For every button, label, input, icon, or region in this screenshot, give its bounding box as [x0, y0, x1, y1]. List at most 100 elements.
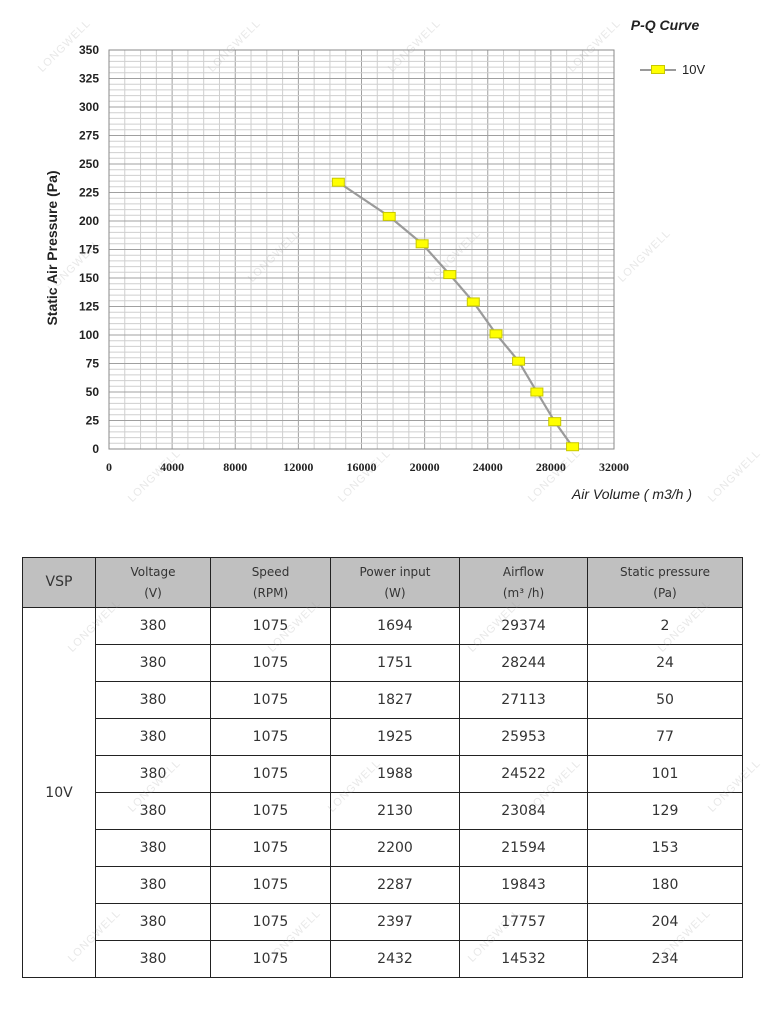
table-cell: 2: [587, 607, 743, 645]
table-cell: 380: [95, 755, 211, 793]
x-tick-label: 24000: [473, 460, 503, 474]
x-tick-label: 32000: [599, 460, 629, 474]
table-cell: 1075: [210, 866, 331, 904]
header-speed-unit: (RPM): [252, 585, 289, 600]
table-row: 380 1075 2200 21594 153: [23, 829, 743, 867]
x-tick-label: 8000: [223, 460, 247, 474]
table-cell: 380: [95, 644, 211, 682]
y-tick-label: 100: [79, 328, 99, 342]
table-row: 380 1075 2130 23084 129: [23, 792, 743, 830]
y-tick-label: 25: [86, 414, 100, 428]
table-cell: 1075: [210, 755, 331, 793]
y-tick-label: 75: [86, 357, 100, 371]
y-tick-label: 325: [79, 72, 99, 86]
y-tick-label: 0: [92, 442, 99, 456]
data-point: [443, 270, 457, 280]
header-voltage: Voltage (V): [95, 557, 211, 608]
chart-plot: 0 25 50 75 100 125 150 175 200 225 250 275 300 325 350…: [79, 43, 629, 474]
table-cell: 23084: [459, 792, 588, 830]
table-cell: 50: [587, 681, 743, 719]
y-tick-label: 300: [79, 100, 99, 114]
x-tick-label: 20000: [410, 460, 440, 474]
header-power-name: Power input: [359, 564, 431, 579]
table-cell: 1075: [210, 829, 331, 867]
table-row: 380 1075 2287 19843 180: [23, 866, 743, 904]
header-vsp: VSP: [22, 557, 96, 608]
x-tick-label: 28000: [536, 460, 566, 474]
data-point: [566, 442, 580, 452]
table-cell: 2287: [330, 866, 460, 904]
data-point: [415, 239, 429, 249]
table-cell: 1694: [330, 607, 460, 645]
table-cell: 77: [587, 718, 743, 756]
table-cell: 380: [95, 829, 211, 867]
x-axis-label: Air Volume ( m3/h ): [571, 486, 692, 502]
y-tick-label: 150: [79, 271, 99, 285]
table-cell: 1827: [330, 681, 460, 719]
table-cell: 1075: [210, 940, 331, 978]
data-point: [530, 387, 544, 397]
table-row: 380 1075 2397 17757 204: [23, 903, 743, 941]
legend-marker: [651, 65, 665, 74]
table-cell: 2130: [330, 792, 460, 830]
table-cell: 2397: [330, 903, 460, 941]
y-tick-label: 125: [79, 300, 99, 314]
table-cell: 2432: [330, 940, 460, 978]
table-row: 380 1075 1827 27113 50: [23, 681, 743, 719]
table-cell: 1075: [210, 681, 331, 719]
chart-title: P-Q Curve: [630, 17, 700, 33]
table-body: 10V 380 1075 1694 29374 2 380 1075 1751 28244 24 38…: [22, 607, 743, 978]
table-row: 380 1075 1988 24522 101: [23, 755, 743, 793]
x-tick-label: 16000: [347, 460, 377, 474]
table-cell: 380: [95, 866, 211, 904]
table-cell: 1075: [210, 607, 331, 645]
header-voltage-unit: (V): [144, 585, 162, 600]
data-point: [331, 177, 345, 187]
table-cell: 380: [95, 903, 211, 941]
legend-label-10v: 10V: [682, 62, 706, 77]
table-cell: 14532: [459, 940, 588, 978]
y-tick-label: 225: [79, 186, 99, 200]
table-cell: 380: [95, 792, 211, 830]
data-point: [382, 211, 396, 221]
header-airflow: Airflow (m³ /h): [459, 557, 588, 608]
table-cell: 380: [95, 940, 211, 978]
spec-table: VSP Voltage (V) Speed (RPM) Power input (W)…: [22, 557, 743, 978]
table-cell: 180: [587, 866, 743, 904]
table-cell: 204: [587, 903, 743, 941]
header-airflow-unit: (m³ /h): [502, 585, 545, 600]
table-cell: 129: [587, 792, 743, 830]
header-power-unit: (W): [384, 585, 406, 600]
table-cell: 101: [587, 755, 743, 793]
header-pressure: Static pressure (Pa): [587, 557, 743, 608]
data-point: [548, 417, 562, 427]
table-cell: 25953: [459, 718, 588, 756]
table-cell: 1075: [210, 644, 331, 682]
y-tick-label: 200: [79, 214, 99, 228]
header-power: Power input (W): [330, 557, 460, 608]
header-pressure-name: Static pressure: [620, 564, 710, 579]
header-voltage-name: Voltage: [130, 564, 176, 579]
table-cell: 234: [587, 940, 743, 978]
table-header-row: VSP Voltage (V) Speed (RPM) Power input (W)…: [22, 557, 743, 608]
table-cell: 380: [95, 681, 211, 719]
pq-chart: 0 25 50 75 100 125 150 175 200 225 250 275 300 325 350…: [44, 17, 706, 502]
y-tick-label: 50: [86, 385, 100, 399]
y-tick-label: 250: [79, 157, 99, 171]
x-tick-label: 4000: [160, 460, 184, 474]
table-row: 10V 380 1075 1694 29374 2: [22, 607, 743, 978]
table-cell: 153: [587, 829, 743, 867]
table-cell: 1075: [210, 792, 331, 830]
table-cell: 1988: [330, 755, 460, 793]
table-cell: 24522: [459, 755, 588, 793]
table-row: 380 1075 2432 14532 234: [23, 940, 743, 978]
data-point: [466, 297, 480, 307]
table-cell: 380: [95, 718, 211, 756]
vsp-cell: 10V: [22, 607, 96, 978]
table-cell: 21594: [459, 829, 588, 867]
table-cell: 380: [95, 607, 211, 645]
y-tick-label: 275: [79, 129, 99, 143]
spec-table-wrap: VSP Voltage (V) Speed (RPM) Power input (W)…: [22, 557, 743, 978]
table-row: 380 1075 1751 28244 24: [23, 644, 743, 682]
table-cell: 1075: [210, 718, 331, 756]
